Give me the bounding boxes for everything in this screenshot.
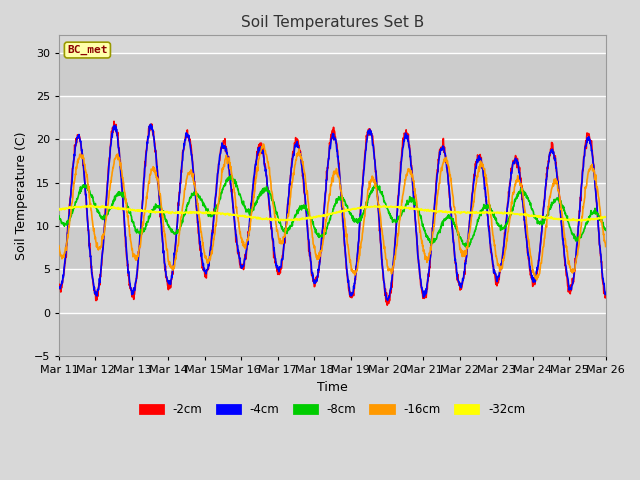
-16cm	[367, 179, 374, 184]
-32cm	[573, 218, 581, 224]
-4cm	[602, 291, 609, 297]
Y-axis label: Soil Temperature (C): Soil Temperature (C)	[15, 132, 28, 260]
-8cm	[120, 193, 127, 199]
-16cm	[97, 244, 105, 250]
-16cm	[299, 161, 307, 167]
-2cm	[299, 173, 307, 179]
-8cm	[367, 192, 374, 197]
-32cm	[55, 206, 63, 212]
-4cm	[384, 298, 392, 303]
-2cm	[383, 302, 391, 308]
-8cm	[227, 173, 235, 179]
Bar	[59, 139, 605, 183]
-8cm	[97, 214, 105, 219]
-2cm	[110, 119, 118, 124]
-32cm	[287, 216, 295, 222]
-32cm	[120, 207, 128, 213]
-32cm	[98, 203, 106, 209]
-4cm	[287, 165, 295, 170]
Bar	[59, 269, 605, 312]
-2cm	[287, 166, 295, 171]
-16cm	[260, 141, 268, 147]
Bar	[59, 312, 605, 356]
-4cm	[147, 121, 154, 127]
-8cm	[55, 213, 63, 219]
Bar	[59, 226, 605, 269]
Title: Soil Temperatures Set B: Soil Temperatures Set B	[241, 15, 424, 30]
-8cm	[463, 244, 470, 250]
-8cm	[308, 219, 316, 225]
-16cm	[287, 185, 295, 191]
-2cm	[55, 282, 63, 288]
-16cm	[533, 277, 541, 283]
-16cm	[602, 244, 609, 250]
-4cm	[55, 284, 63, 290]
Bar	[59, 183, 605, 226]
-4cm	[299, 169, 307, 175]
-4cm	[120, 207, 127, 213]
Bar	[59, 96, 605, 139]
-2cm	[308, 270, 316, 276]
-2cm	[97, 264, 105, 269]
Line: -8cm: -8cm	[59, 176, 605, 247]
-8cm	[287, 223, 295, 228]
Text: BC_met: BC_met	[67, 45, 108, 55]
-2cm	[120, 213, 128, 218]
-16cm	[55, 243, 63, 249]
-32cm	[308, 215, 316, 221]
X-axis label: Time: Time	[317, 381, 348, 394]
Line: -32cm: -32cm	[59, 205, 605, 221]
Bar	[59, 53, 605, 96]
-32cm	[84, 203, 92, 208]
Line: -4cm: -4cm	[59, 124, 605, 300]
Line: -16cm: -16cm	[59, 144, 605, 280]
-16cm	[308, 235, 316, 240]
Line: -2cm: -2cm	[59, 121, 605, 305]
-2cm	[367, 129, 374, 134]
-32cm	[602, 214, 609, 220]
Legend: -2cm, -4cm, -8cm, -16cm, -32cm: -2cm, -4cm, -8cm, -16cm, -32cm	[135, 398, 530, 420]
-4cm	[97, 263, 105, 269]
-32cm	[299, 215, 307, 221]
-4cm	[367, 132, 374, 138]
-4cm	[308, 270, 316, 276]
-16cm	[120, 179, 127, 185]
-2cm	[602, 294, 609, 300]
-32cm	[367, 204, 374, 210]
-8cm	[299, 203, 307, 209]
-8cm	[602, 228, 609, 233]
